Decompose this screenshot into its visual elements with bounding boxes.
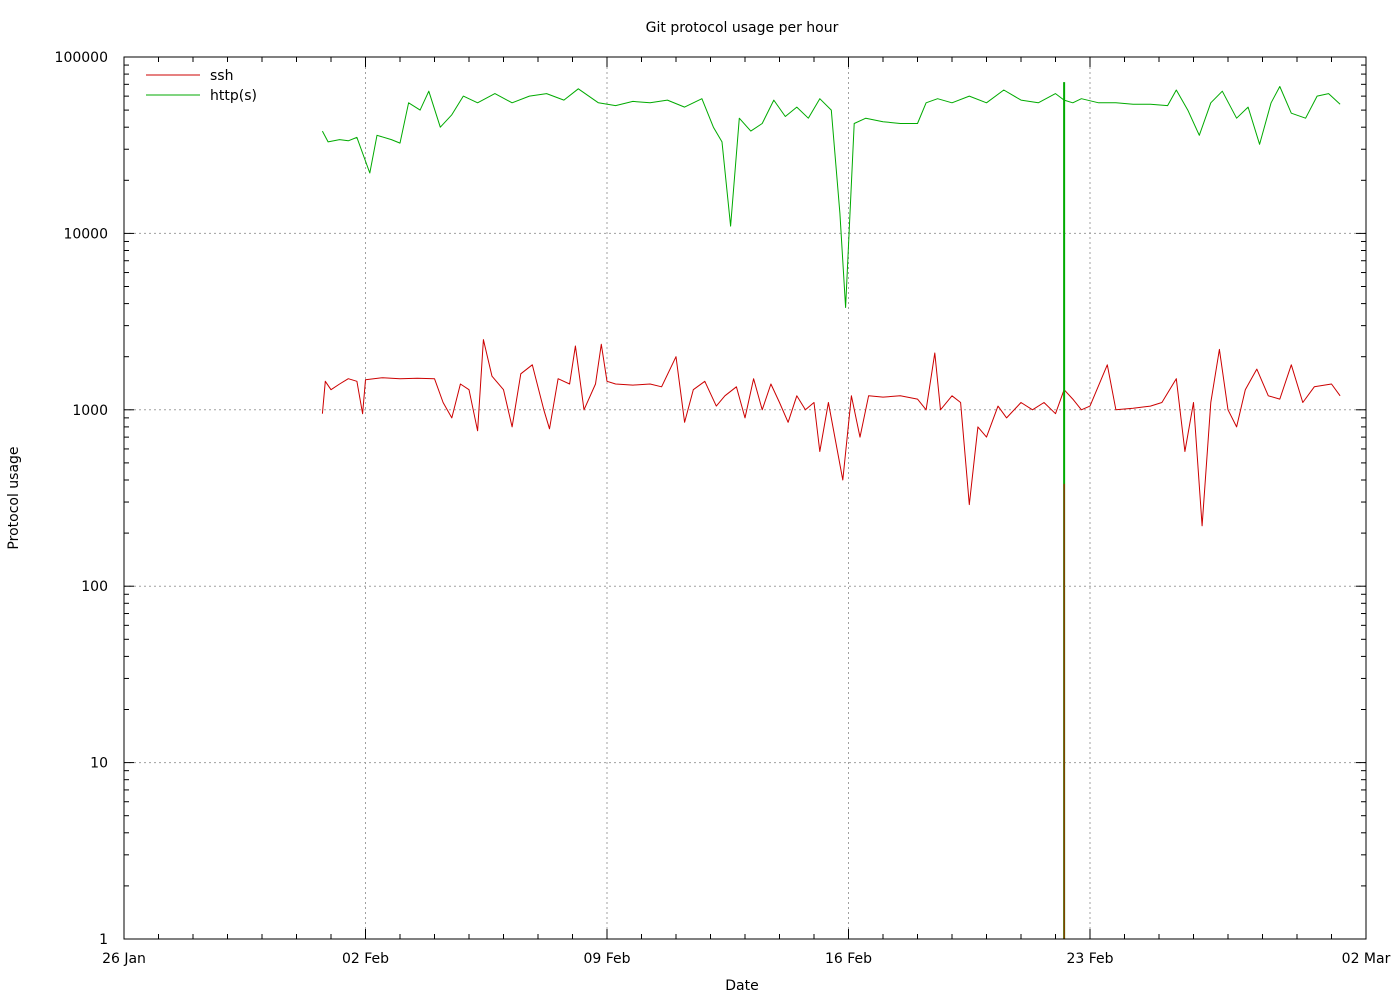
legend: ssh http(s) [146, 68, 257, 104]
x-tick-label: 02 Mar [1342, 951, 1391, 967]
y-tick-label: 100000 [55, 50, 108, 66]
x-tick-label: 02 Feb [342, 951, 389, 967]
series-layer [321, 82, 1341, 939]
plot-frame [123, 56, 1367, 940]
legend-label: ssh [210, 68, 233, 84]
x-tick-label: 23 Feb [1066, 951, 1113, 967]
x-tick-label: 26 Jan [102, 951, 146, 967]
chart-title: Git protocol usage per hour [646, 20, 839, 36]
series-line-https [321, 86, 1341, 308]
x-axis-title: Date [725, 978, 758, 994]
y-tick-label: 10000 [63, 226, 108, 242]
y-axis-labels: 1 10 100 1000 10000 100000 [55, 50, 108, 948]
x-tick-label: 16 Feb [825, 951, 872, 967]
axis-ticks [123, 56, 1367, 940]
series-line-ssh [321, 339, 1341, 527]
y-tick-label: 1000 [72, 403, 108, 419]
x-tick-label: 09 Feb [583, 951, 630, 967]
y-tick-label: 10 [90, 756, 108, 772]
y-tick-label: 100 [81, 579, 108, 595]
legend-label: http(s) [210, 88, 257, 104]
grid [124, 57, 1366, 939]
y-axis-title: Protocol usage [6, 446, 22, 549]
y-tick-label: 1 [99, 932, 108, 948]
x-axis-labels: 26 Jan 02 Feb 09 Feb 16 Feb 23 Feb 02 Mar [102, 951, 1391, 967]
